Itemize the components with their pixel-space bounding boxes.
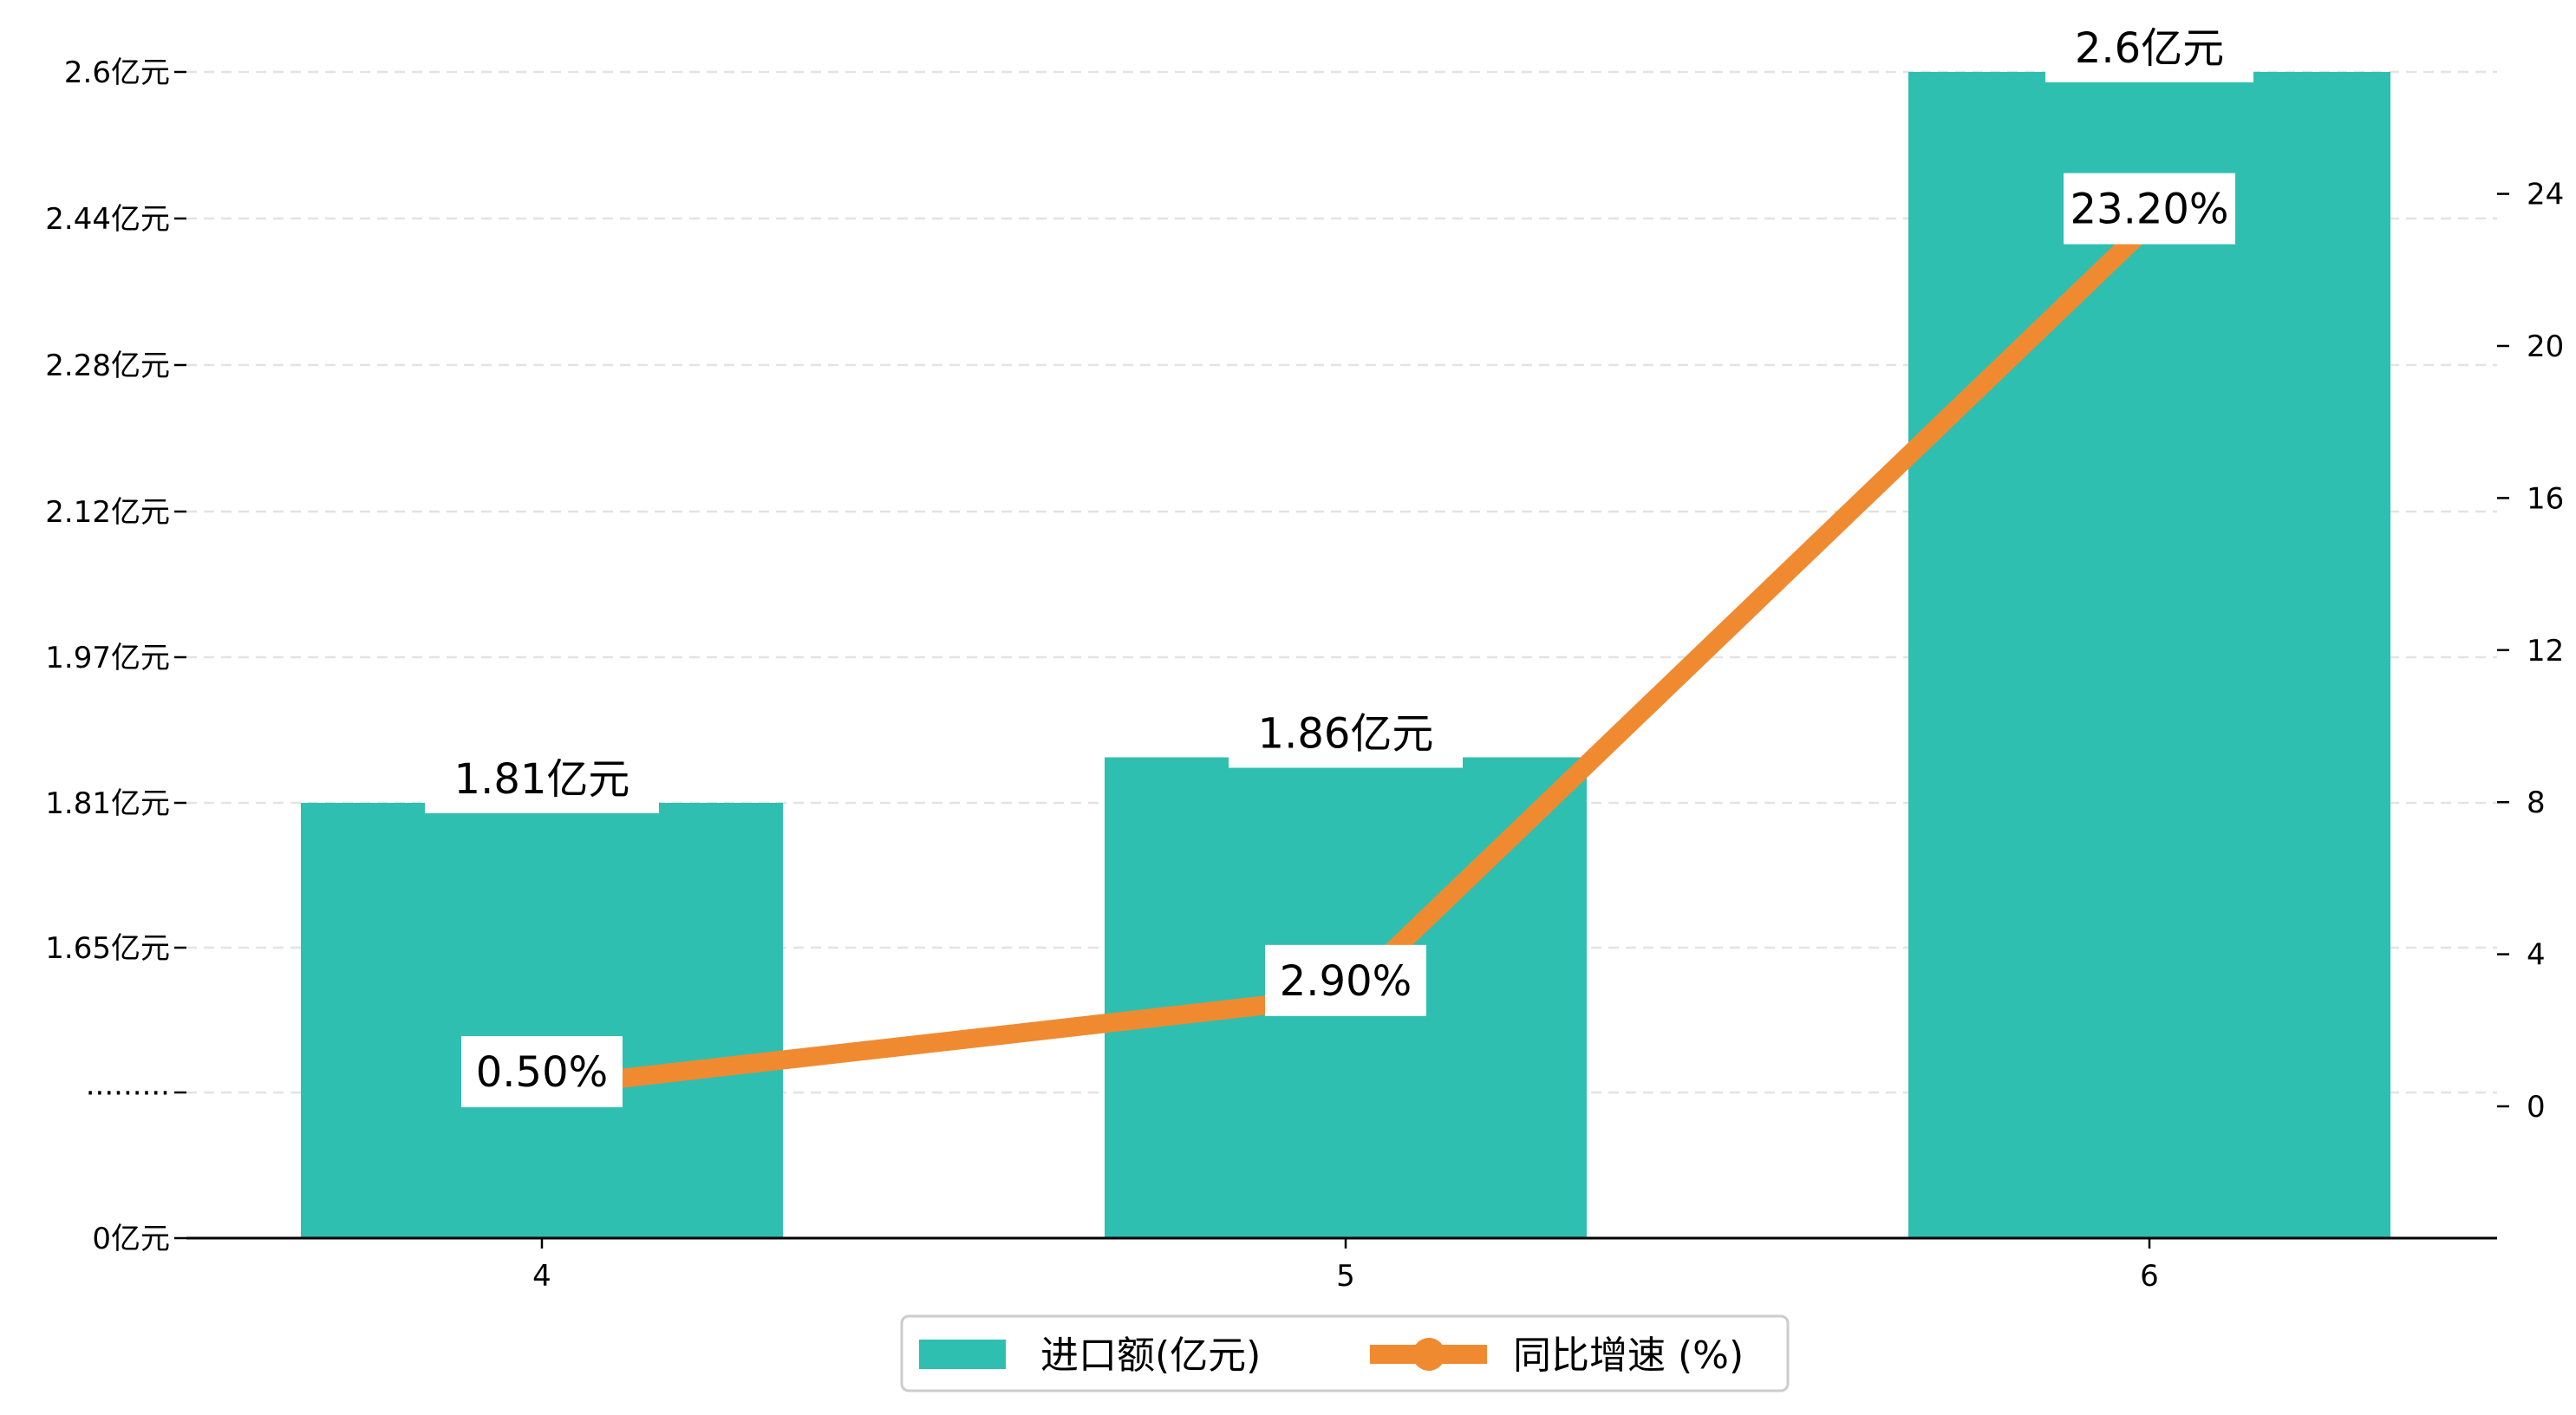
y-right-tick-label: 24 bbox=[2527, 178, 2564, 212]
growth-value-label-5: 2.90% bbox=[1265, 944, 1426, 1016]
legend-swatch-bar bbox=[919, 1340, 1006, 1369]
bar-value-label-6-text: 2.6亿元 bbox=[2075, 24, 2224, 73]
y-left-tick-label: 2.28亿元 bbox=[45, 349, 170, 383]
bar-value-label-5: 1.86亿元 bbox=[1229, 698, 1463, 768]
legend: 进口额(亿元) 同比增速 (%) bbox=[900, 1314, 1790, 1392]
growth-value-label-5-text: 2.90% bbox=[1280, 957, 1412, 1006]
data-labels: 1.81亿元 1.86亿元 2.6亿元 0.50% 2.90% 23.20% bbox=[425, 13, 2253, 1108]
growth-value-label-4-text: 0.50% bbox=[476, 1048, 608, 1097]
x-tick-label-4: 4 bbox=[532, 1259, 551, 1294]
legend-swatch-marker bbox=[1412, 1338, 1445, 1371]
growth-value-label-5-box bbox=[1265, 944, 1426, 1016]
y-left-tick-label: 0亿元 bbox=[92, 1222, 170, 1256]
bar-value-label-6-box bbox=[2045, 13, 2253, 82]
y-left-tick-label: 1.97亿元 bbox=[45, 641, 170, 675]
y-left-tick-label: 1.81亿元 bbox=[45, 786, 170, 821]
y-left-tick-label: 2.6亿元 bbox=[64, 55, 170, 90]
bar-value-label-4-box bbox=[425, 744, 659, 813]
bar-value-label-6: 2.6亿元 bbox=[2045, 13, 2253, 82]
bar-value-label-5-box bbox=[1229, 698, 1463, 768]
legend-label-bar: 进口额(亿元) bbox=[1040, 1333, 1261, 1378]
x-tick-label-6: 6 bbox=[2140, 1259, 2159, 1294]
y-right-tick-label: 16 bbox=[2527, 481, 2564, 516]
growth-value-label-6-text: 23.20% bbox=[2070, 186, 2228, 234]
bar-value-label-4: 1.81亿元 bbox=[425, 744, 659, 813]
bar-4 bbox=[301, 803, 783, 1238]
y-left-tick-label: 2.12亿元 bbox=[45, 495, 170, 530]
y-right-tick-label: 8 bbox=[2527, 786, 2546, 820]
growth-value-label-6: 23.20% bbox=[2064, 173, 2235, 245]
y-right-tick-label: 0 bbox=[2527, 1090, 2546, 1125]
bar-value-label-5-text: 1.86亿元 bbox=[1258, 710, 1434, 759]
axes: 4 5 6 0亿元 ········· 1.65亿元 1.81亿元 1.97亿元 2.12亿元 2… bbox=[45, 55, 2564, 1294]
y-left-tick-label: 2.44亿元 bbox=[45, 202, 170, 237]
bars bbox=[301, 72, 2390, 1238]
y-right-tick-label: 12 bbox=[2527, 634, 2564, 668]
bar-6 bbox=[1908, 72, 2390, 1238]
legend-label-line: 同比增速 (%) bbox=[1513, 1333, 1744, 1378]
x-tick-label-5: 5 bbox=[1336, 1259, 1355, 1294]
growth-value-label-4-box bbox=[461, 1036, 623, 1108]
y-left-tick-label: 1.65亿元 bbox=[45, 931, 170, 966]
y-right-tick-label: 4 bbox=[2527, 938, 2546, 973]
growth-value-label-6-box bbox=[2064, 173, 2235, 245]
bar-value-label-4-text: 1.81亿元 bbox=[454, 755, 630, 804]
legend-frame bbox=[900, 1314, 1790, 1392]
growth-value-label-4: 0.50% bbox=[461, 1036, 623, 1108]
y-left-tick-label: ········· bbox=[86, 1076, 170, 1111]
y-right-tick-label: 20 bbox=[2527, 329, 2564, 364]
